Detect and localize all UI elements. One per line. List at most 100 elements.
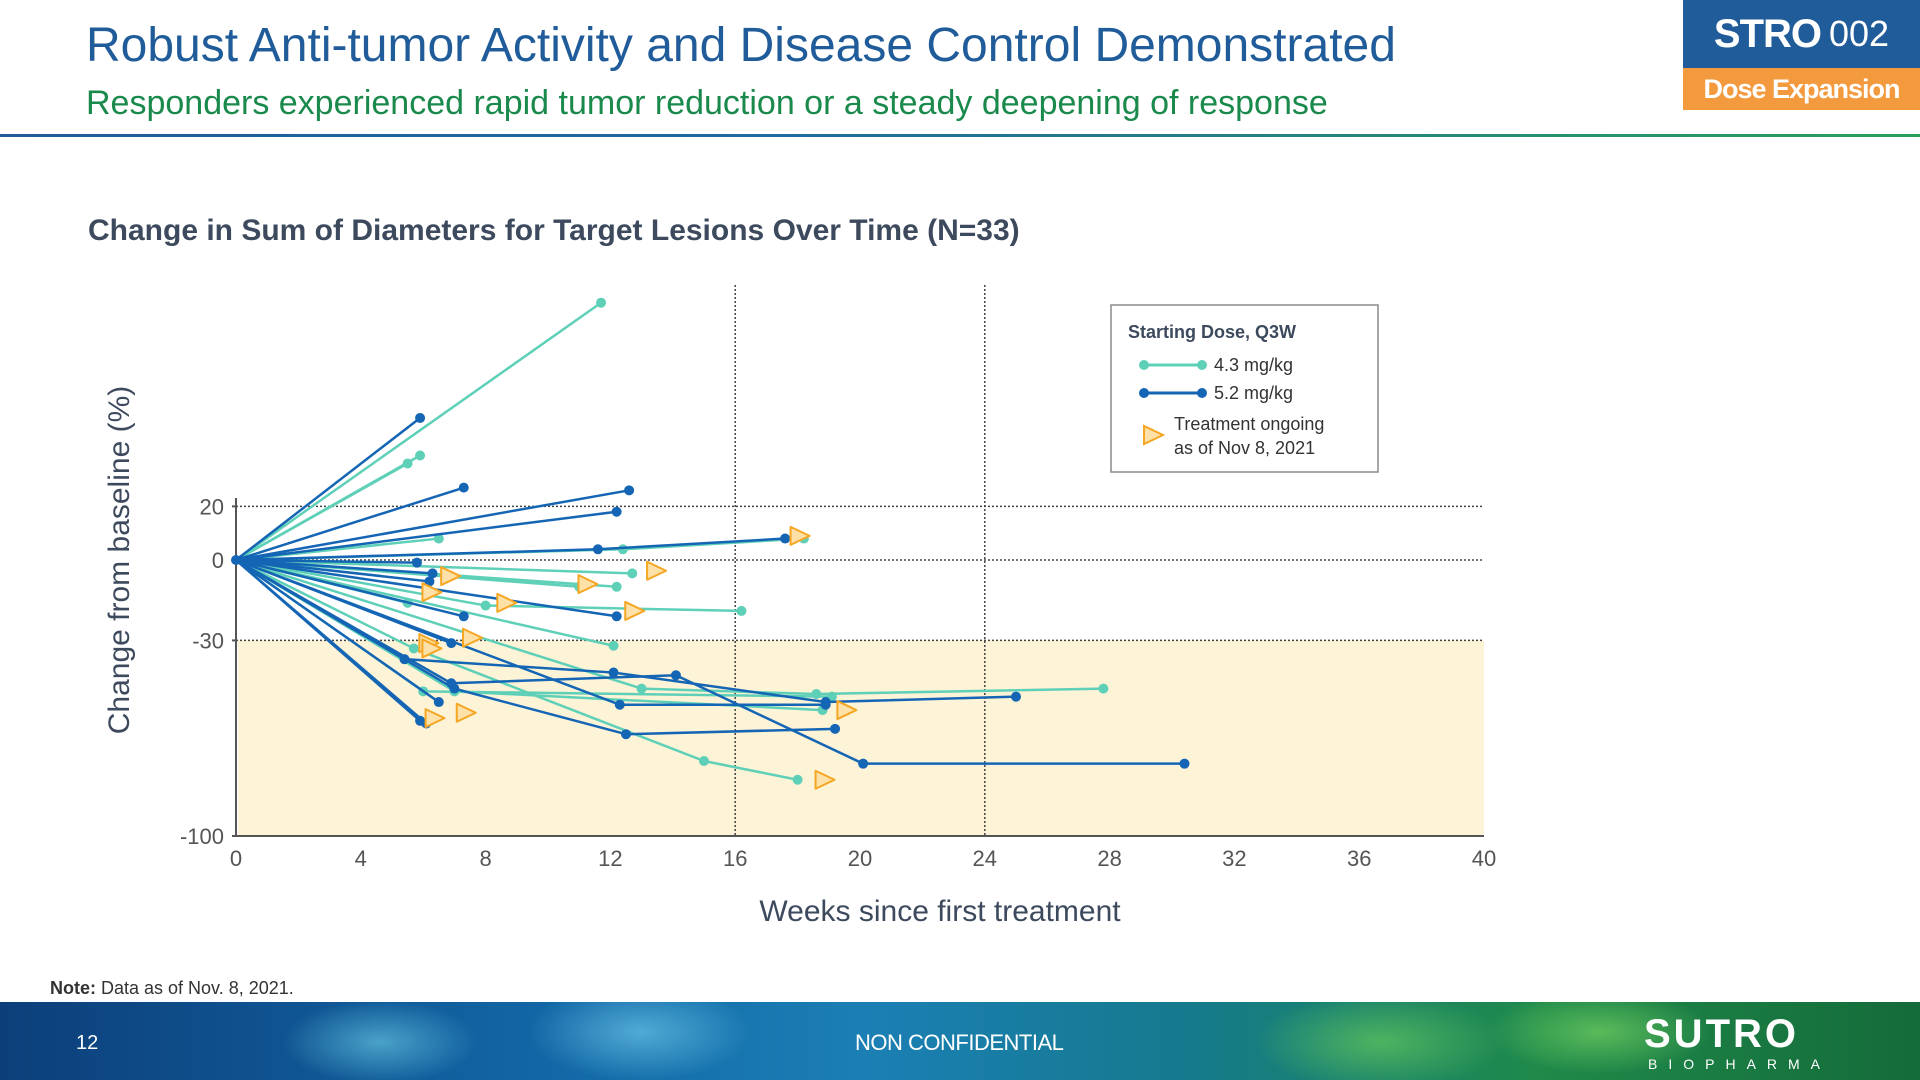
program-badge-number: 002 bbox=[1829, 13, 1890, 54]
patient-line bbox=[235, 558, 440, 704]
program-badge-subtitle: Dose Expansion bbox=[1683, 68, 1920, 110]
slide-title: Robust Anti-tumor Activity and Disease C… bbox=[86, 19, 1396, 72]
y-axis-label: Change from baseline (%) bbox=[103, 386, 136, 735]
patient-series-6 bbox=[235, 558, 638, 579]
treatment-ongoing-marker bbox=[836, 700, 858, 721]
chart-legend: Starting Dose, Q3W 4.3 mg/kg 5.2 mg/kg T… bbox=[1110, 304, 1379, 473]
legend-dot-5-2-end bbox=[1197, 388, 1207, 398]
patient-point bbox=[611, 506, 622, 517]
x-tick-label: 40 bbox=[1472, 846, 1496, 871]
patient-point bbox=[627, 568, 638, 579]
tick-labels-layer: 0 4 8 12 16 20 24 28 32 36 40 20 0 -30 -100 bbox=[180, 494, 1496, 871]
patient-series-29 bbox=[235, 558, 831, 710]
patient-point bbox=[614, 699, 625, 710]
patient-point bbox=[415, 450, 426, 461]
patient-series-24 bbox=[235, 558, 469, 622]
treatment-ongoing-marker bbox=[424, 708, 446, 729]
patient-line bbox=[235, 558, 633, 575]
patient-series-12 bbox=[235, 558, 1109, 699]
patient-point bbox=[424, 576, 435, 587]
patient-line bbox=[235, 510, 617, 562]
program-badge: STRO 002 Dose Expansion bbox=[1683, 0, 1920, 110]
treatment-ongoing-marker bbox=[421, 638, 443, 659]
baseline-point bbox=[231, 555, 241, 565]
series-layer bbox=[231, 297, 1190, 785]
patient-line bbox=[235, 558, 465, 618]
patient-point bbox=[636, 683, 647, 694]
footnote-text: Data as of Nov. 8, 2021. bbox=[96, 978, 294, 998]
patient-series-3 bbox=[235, 458, 413, 562]
y-tick-label: -30 bbox=[192, 628, 224, 653]
program-badge-strong: STRO bbox=[1713, 11, 1822, 56]
confidentiality-label: NON CONFIDENTIAL bbox=[855, 1030, 1064, 1055]
patient-point bbox=[1098, 683, 1109, 694]
logo-subtitle: BIOPHARMA bbox=[1648, 1056, 1832, 1072]
legend-dot-5-2-start bbox=[1139, 388, 1149, 398]
treatment-ongoing-marker bbox=[462, 627, 483, 648]
patient-point bbox=[820, 699, 831, 710]
legend-title: Starting Dose, Q3W bbox=[1128, 322, 1296, 342]
x-tick-label: 12 bbox=[598, 846, 622, 871]
axes-layer bbox=[235, 498, 1484, 837]
treatment-ongoing-marker bbox=[624, 600, 646, 621]
patient-point bbox=[858, 758, 869, 769]
patient-line bbox=[235, 558, 836, 736]
x-tick-label: 4 bbox=[355, 846, 367, 871]
patient-point bbox=[408, 643, 419, 654]
patient-point bbox=[780, 533, 791, 544]
patient-series-15 bbox=[235, 558, 803, 785]
patient-line bbox=[235, 558, 417, 564]
treatment-ongoing-marker bbox=[577, 574, 599, 595]
patient-point bbox=[411, 557, 422, 568]
patient-series-9 bbox=[235, 558, 747, 616]
chart-title: Change in Sum of Diameters for Target Le… bbox=[88, 214, 1020, 247]
header-divider bbox=[0, 134, 1920, 137]
patient-series-31 bbox=[235, 558, 444, 708]
response-band-layer bbox=[238, 640, 1484, 836]
patient-series-1 bbox=[235, 297, 607, 562]
legend-label-ongoing-line2: as of Nov 8, 2021 bbox=[1174, 438, 1315, 458]
x-tick-label: 36 bbox=[1347, 846, 1371, 871]
treatment-ongoing-marker bbox=[496, 592, 518, 613]
program-badge-top: STRO 002 bbox=[1683, 0, 1920, 68]
patient-series-19 bbox=[235, 506, 622, 562]
patient-line bbox=[235, 558, 798, 781]
patient-series-16 bbox=[235, 412, 426, 561]
patient-line bbox=[235, 301, 602, 562]
x-tick-label: 24 bbox=[973, 846, 997, 871]
legend-ongoing-triangle bbox=[1143, 424, 1166, 446]
patient-line bbox=[235, 489, 630, 562]
spider-chart: 0 4 8 12 16 20 24 28 32 36 40 20 0 -30 -100 Weeks sinc… bbox=[103, 285, 1496, 928]
treatment-ongoing-marker bbox=[455, 702, 477, 723]
y-tick-label: 20 bbox=[200, 494, 224, 519]
x-axis-label: Weeks since first treatment bbox=[759, 895, 1121, 928]
ongoing-markers-layer bbox=[418, 525, 858, 790]
x-tick-label: 16 bbox=[723, 846, 747, 871]
footnote: Note: Data as of Nov. 8, 2021. bbox=[50, 978, 294, 999]
patient-point bbox=[415, 412, 426, 423]
patient-series-18 bbox=[235, 485, 635, 562]
patient-line bbox=[235, 558, 1104, 696]
logo-wordmark: SUTRO bbox=[1644, 1012, 1799, 1056]
patient-point bbox=[670, 670, 681, 681]
legend-label-ongoing-line1: Treatment ongoing bbox=[1174, 414, 1324, 434]
patient-point bbox=[1011, 691, 1021, 702]
patient-point bbox=[458, 482, 469, 493]
treatment-ongoing-marker bbox=[814, 769, 836, 790]
patient-series-20 bbox=[235, 533, 791, 562]
footer-banner: 12 NON CONFIDENTIAL SUTRO BIOPHARMA bbox=[0, 1002, 1920, 1080]
patient-point bbox=[624, 485, 635, 496]
patient-line bbox=[235, 462, 409, 562]
patient-point bbox=[427, 568, 438, 579]
page-number: 12 bbox=[76, 1032, 99, 1054]
patient-point bbox=[608, 640, 619, 651]
patient-point bbox=[596, 297, 607, 308]
patient-line bbox=[235, 559, 428, 725]
patient-point bbox=[699, 756, 709, 766]
legend-label-5-2: 5.2 mg/kg bbox=[1214, 383, 1293, 403]
y-tick-label: -100 bbox=[180, 824, 224, 849]
patient-point bbox=[480, 600, 491, 611]
legend-label-4-3: 4.3 mg/kg bbox=[1214, 355, 1293, 375]
patient-line bbox=[235, 416, 421, 561]
y-tick-label: 0 bbox=[212, 548, 224, 573]
